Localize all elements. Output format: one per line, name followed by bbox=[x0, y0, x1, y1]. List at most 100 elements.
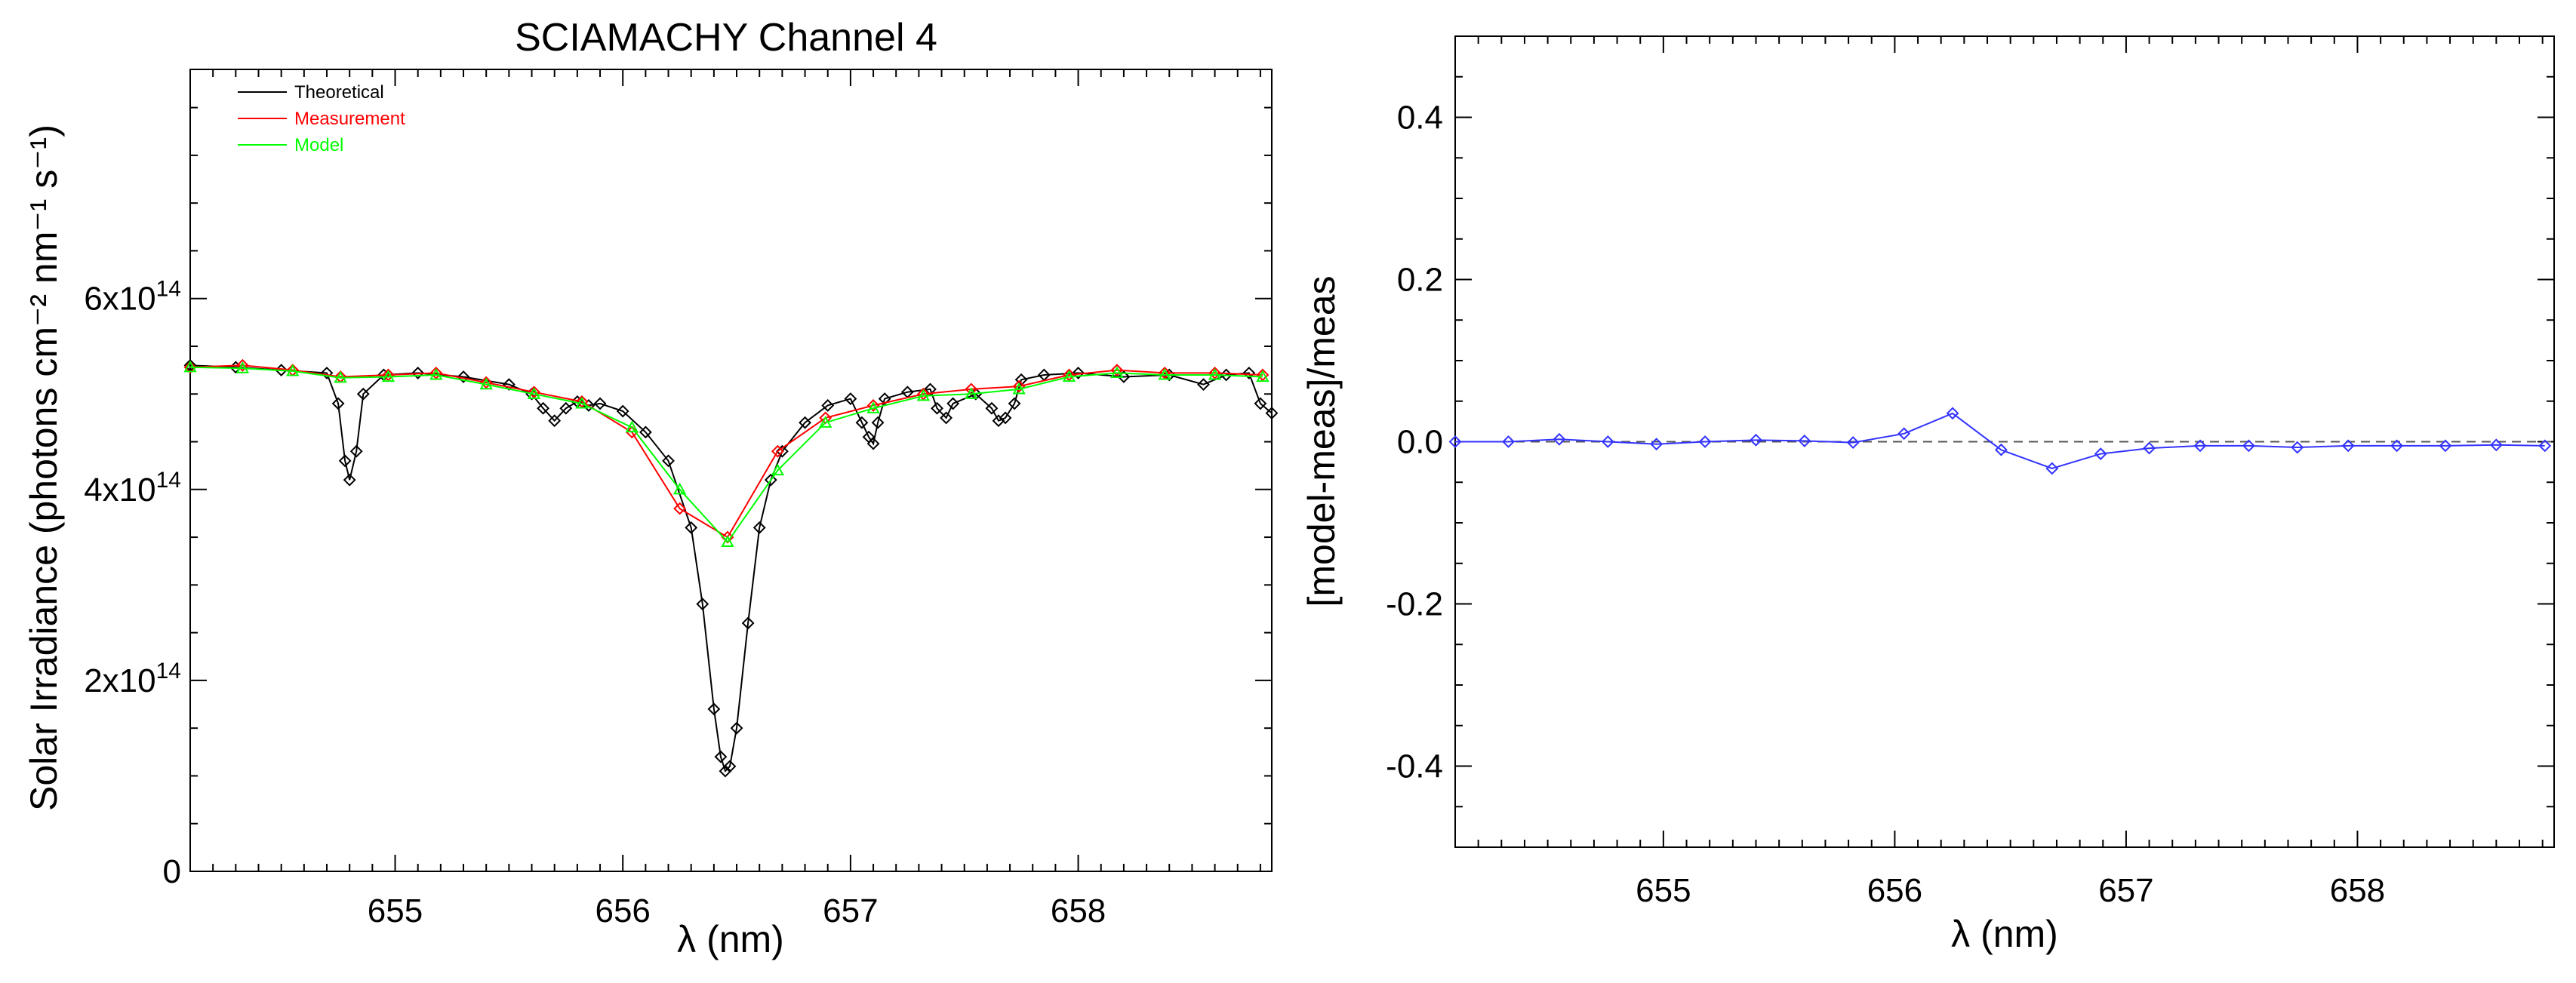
right-point-model-meas-meas bbox=[2242, 439, 2255, 453]
left-y-tick-label: 2x1014 bbox=[84, 659, 181, 699]
left-point-model bbox=[672, 482, 687, 495]
left-point-model bbox=[1110, 366, 1124, 379]
legend-label-theoretical: Theoretical bbox=[294, 82, 384, 103]
left-point-theoretical bbox=[969, 387, 983, 401]
left-point-theoretical bbox=[457, 370, 470, 383]
right-point-model-meas-meas bbox=[1601, 435, 1614, 448]
left-y-tick-exp: 14 bbox=[156, 659, 181, 683]
left-y-axis-title: Solar Irradiance (photons cm⁻² nm⁻¹ s⁻¹) bbox=[23, 124, 65, 811]
right-x-tick-label: 655 bbox=[1636, 872, 1691, 909]
left-x-tick-label: 658 bbox=[1051, 892, 1106, 929]
left-point-theoretical bbox=[338, 454, 352, 468]
left-point-theoretical bbox=[662, 454, 675, 468]
left-point-theoretical bbox=[320, 367, 334, 379]
left-point-measurement bbox=[1063, 368, 1076, 382]
left-point-measurement bbox=[1158, 367, 1171, 379]
legend-label-model: Model bbox=[294, 135, 343, 155]
left-point-theoretical bbox=[331, 397, 345, 410]
right-point-model-meas-meas bbox=[1448, 435, 1462, 448]
left-point-theoretical bbox=[855, 416, 869, 429]
left-point-measurement bbox=[235, 358, 249, 372]
left-point-model bbox=[334, 370, 347, 383]
right-y-tick-label: 0.0 bbox=[1397, 424, 1443, 461]
left-point-theoretical bbox=[707, 702, 721, 716]
left-point-model bbox=[866, 401, 880, 413]
left-point-measurement bbox=[1012, 379, 1026, 393]
left-y-tick-label: 0 bbox=[163, 853, 181, 890]
left-point-model bbox=[183, 360, 197, 373]
left-point-measurement bbox=[1208, 367, 1221, 379]
left-point-model bbox=[625, 420, 639, 433]
left-point-theoretical bbox=[349, 444, 363, 458]
left-point-measurement bbox=[575, 395, 589, 408]
right-x-tick-label: 657 bbox=[2098, 872, 2153, 909]
left-x-tick-label: 655 bbox=[368, 892, 423, 929]
left-series-line-model bbox=[189, 366, 1263, 543]
left-series-line-theoretical bbox=[189, 364, 1273, 773]
right-point-model-meas-meas bbox=[1502, 435, 1515, 448]
left-point-theoretical bbox=[764, 473, 777, 487]
left-point-theoretical bbox=[1014, 373, 1028, 386]
left-point-theoretical bbox=[719, 764, 732, 778]
left-point-theoretical bbox=[685, 521, 698, 534]
left-y-tick-exp: 14 bbox=[156, 277, 181, 302]
legend: Theoretical Measurement Model bbox=[238, 82, 405, 155]
left-point-measurement bbox=[479, 376, 493, 389]
left-point-measurement bbox=[625, 425, 639, 439]
left-chart: SCIAMACHY Channel 4 655 656 657 658 0 2x… bbox=[23, 16, 1279, 960]
left-y-tick-label: 6x1014 bbox=[84, 277, 181, 318]
left-point-measurement bbox=[866, 399, 880, 412]
legend-label-measurement: Measurement bbox=[294, 109, 405, 129]
left-point-measurement bbox=[1110, 364, 1124, 377]
left-x-tick-label: 656 bbox=[595, 892, 650, 929]
right-y-axis-title: [model-meas]/meas bbox=[1300, 275, 1343, 607]
left-point-measurement bbox=[1256, 368, 1270, 382]
right-minor-ticks bbox=[1454, 35, 2554, 848]
left-point-theoretical bbox=[559, 401, 573, 415]
left-point-model bbox=[235, 361, 250, 373]
right-series-line-model-meas-meas bbox=[1455, 412, 2545, 470]
left-point-model bbox=[381, 370, 395, 382]
right-point-model-meas-meas bbox=[2390, 439, 2403, 453]
left-point-theoretical bbox=[985, 401, 999, 415]
left-point-theoretical bbox=[356, 387, 370, 401]
right-x-tick-label: 658 bbox=[2330, 872, 2385, 909]
left-point-theoretical bbox=[799, 416, 811, 429]
left-x-axis-title: λ (nm) bbox=[677, 918, 784, 960]
left-y-tick-label: 4x1014 bbox=[84, 468, 181, 508]
right-y-tick-label: 0.4 bbox=[1397, 100, 1443, 137]
left-point-measurement bbox=[183, 361, 197, 374]
right-point-model-meas-meas bbox=[1897, 427, 1911, 441]
left-point-theoretical bbox=[924, 382, 937, 396]
right-y-tick-label: -0.2 bbox=[1386, 586, 1443, 623]
right-point-model-meas-meas bbox=[2538, 439, 2552, 453]
left-point-theoretical bbox=[1254, 397, 1267, 410]
right-point-model-meas-meas bbox=[2439, 439, 2452, 453]
left-point-measurement bbox=[771, 444, 784, 458]
left-point-model bbox=[916, 389, 931, 401]
left-point-model bbox=[1062, 370, 1076, 382]
right-point-model-meas-meas bbox=[1994, 443, 2008, 456]
left-point-theoretical bbox=[1265, 407, 1279, 419]
left-point-theoretical bbox=[866, 437, 880, 450]
left-chart-title: SCIAMACHY Channel 4 bbox=[515, 16, 937, 60]
left-point-model bbox=[527, 387, 541, 399]
left-minor-ticks bbox=[189, 69, 1272, 872]
left-point-theoretical bbox=[752, 521, 766, 534]
left-point-theoretical bbox=[1197, 378, 1210, 392]
left-point-model bbox=[965, 387, 978, 399]
left-point-model bbox=[575, 396, 589, 409]
left-point-theoretical bbox=[1242, 367, 1256, 379]
right-point-model-meas-meas bbox=[2193, 439, 2207, 453]
left-point-theoretical bbox=[844, 392, 857, 406]
left-point-theoretical bbox=[871, 416, 885, 429]
left-point-theoretical bbox=[183, 358, 197, 372]
left-point-theoretical bbox=[730, 721, 743, 735]
left-point-theoretical bbox=[1072, 367, 1085, 379]
left-point-model bbox=[818, 416, 833, 428]
left-plot-frame bbox=[189, 69, 1273, 872]
right-point-model-meas-meas bbox=[1750, 433, 1762, 447]
left-y-tick-base: 2x10 bbox=[84, 662, 155, 699]
